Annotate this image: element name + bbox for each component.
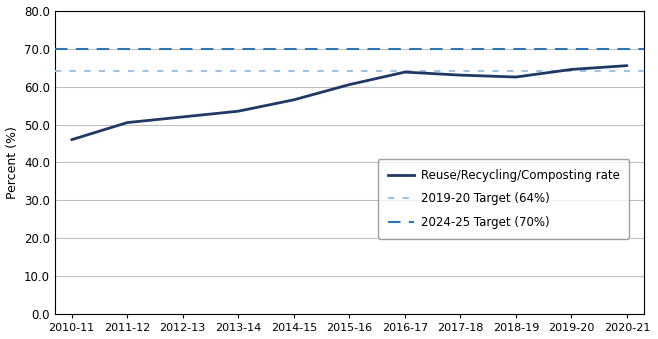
Y-axis label: Percent (%): Percent (%): [5, 126, 18, 199]
Legend: Reuse/Recycling/Composting rate, 2019-20 Target (64%), 2024-25 Target (70%): Reuse/Recycling/Composting rate, 2019-20…: [378, 159, 629, 239]
